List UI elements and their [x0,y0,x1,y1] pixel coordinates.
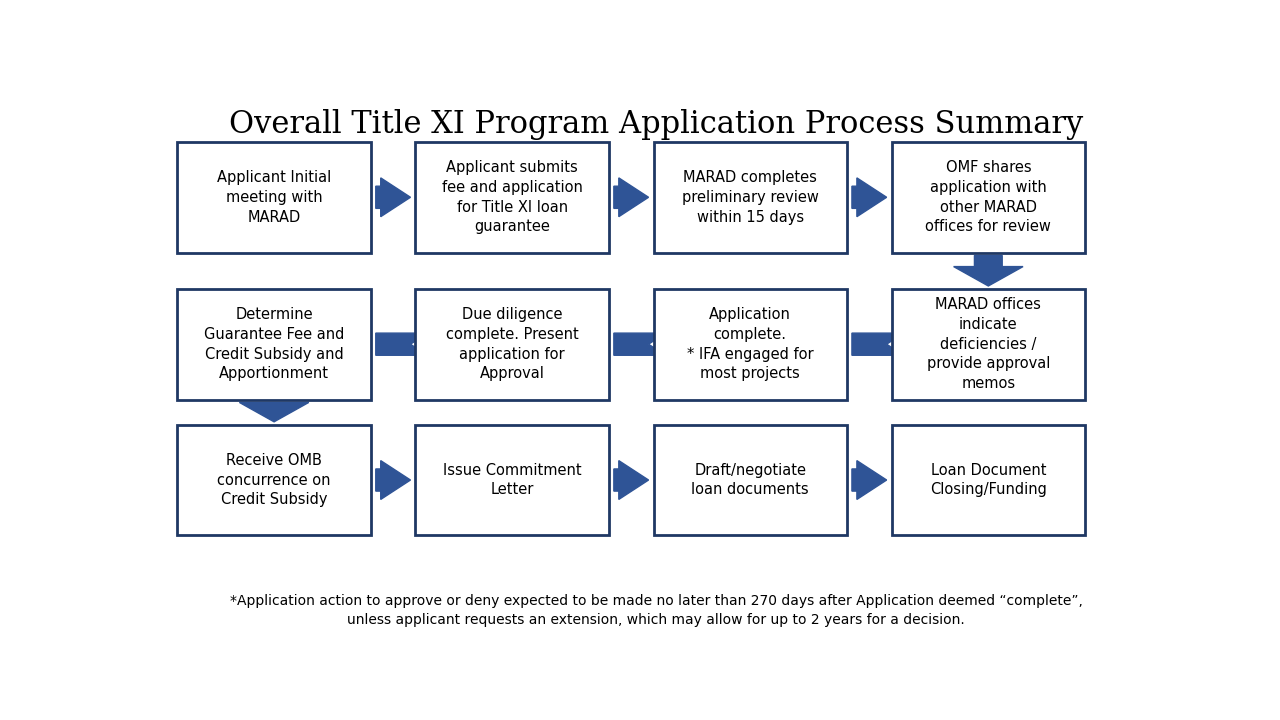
Text: Draft/negotiate
loan documents: Draft/negotiate loan documents [691,463,809,498]
Text: Applicant Initial
meeting with
MARAD: Applicant Initial meeting with MARAD [216,170,332,225]
Text: OMF shares
application with
other MARAD
offices for review: OMF shares application with other MARAD … [925,160,1051,235]
Text: *Application action to approve or deny expected to be made no later than 270 day: *Application action to approve or deny e… [229,594,1083,627]
FancyBboxPatch shape [892,142,1085,253]
Polygon shape [954,256,1023,286]
FancyBboxPatch shape [654,289,847,400]
Polygon shape [239,402,308,422]
Polygon shape [852,461,887,500]
Text: Issue Commitment
Letter: Issue Commitment Letter [443,463,581,498]
Polygon shape [852,325,916,364]
Text: Applicant submits
fee and application
for Title XI loan
guarantee: Applicant submits fee and application fo… [442,160,582,235]
FancyBboxPatch shape [654,425,847,536]
FancyBboxPatch shape [178,425,371,536]
FancyBboxPatch shape [892,289,1085,400]
Text: Receive OMB
concurrence on
Credit Subsidy: Receive OMB concurrence on Credit Subsid… [218,453,330,508]
Polygon shape [614,461,649,500]
Text: Due diligence
complete. Present
application for
Approval: Due diligence complete. Present applicat… [445,307,579,382]
Text: MARAD offices
indicate
deficiencies /
provide approval
memos: MARAD offices indicate deficiencies / pr… [927,297,1050,391]
FancyBboxPatch shape [178,142,371,253]
Polygon shape [376,325,440,364]
Text: Loan Document
Closing/Funding: Loan Document Closing/Funding [929,463,1047,498]
FancyBboxPatch shape [892,425,1085,536]
Polygon shape [614,178,649,217]
FancyBboxPatch shape [416,142,609,253]
Text: Overall Title XI Program Application Process Summary: Overall Title XI Program Application Pro… [229,109,1083,140]
FancyBboxPatch shape [416,425,609,536]
FancyBboxPatch shape [416,289,609,400]
Polygon shape [852,178,887,217]
Polygon shape [614,325,678,364]
Text: MARAD completes
preliminary review
within 15 days: MARAD completes preliminary review withi… [682,170,819,225]
Polygon shape [376,178,411,217]
Text: Application
complete.
* IFA engaged for
most projects: Application complete. * IFA engaged for … [687,307,814,382]
Polygon shape [376,461,411,500]
FancyBboxPatch shape [654,142,847,253]
Text: Determine
Guarantee Fee and
Credit Subsidy and
Apportionment: Determine Guarantee Fee and Credit Subsi… [204,307,344,382]
FancyBboxPatch shape [178,289,371,400]
